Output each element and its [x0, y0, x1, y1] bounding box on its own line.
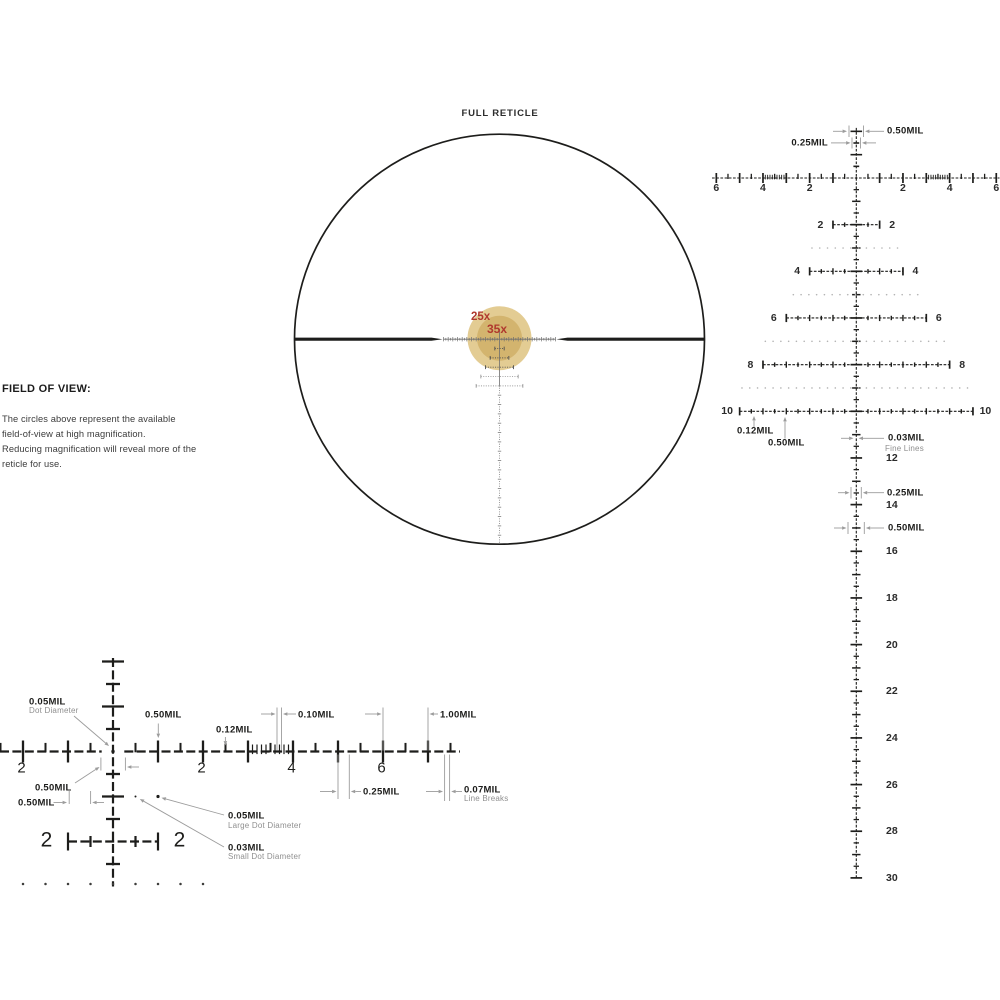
mil-number: 2: [900, 181, 906, 194]
mil-number: 30: [886, 871, 898, 884]
mil-annotation: 0.25MIL: [887, 486, 924, 498]
mil-number: 20: [886, 638, 898, 651]
mil-number: 28: [886, 824, 898, 837]
axis-number: 2: [17, 759, 26, 776]
mil-number: 4: [760, 181, 766, 194]
mil-annotation: 0.05MIL: [228, 810, 265, 822]
mil-number: 14: [886, 498, 898, 511]
field-of-view-line: field-of-view at high magnification.: [2, 429, 146, 439]
annotation-subtext: Large Dot Diameter: [228, 820, 302, 830]
mil-number: 10: [979, 405, 992, 418]
magnification-35x-label: 35x: [487, 322, 508, 336]
mil-number: 4: [946, 181, 953, 194]
mil-number: 12: [886, 451, 898, 464]
mil-number: 10: [721, 405, 733, 418]
mil-annotation: 0.12MIL: [737, 425, 774, 437]
axis-number: 4: [287, 759, 296, 776]
mil-number: 2: [817, 218, 824, 231]
mil-annotation: 0.25MIL: [791, 137, 828, 149]
row-number: 2: [40, 828, 53, 852]
mil-annotation: 0.50MIL: [18, 796, 55, 808]
row-number: 2: [173, 828, 186, 852]
mil-number: 6: [713, 181, 720, 194]
mil-number: 26: [886, 778, 898, 791]
mil-annotation: 0.50MIL: [35, 781, 72, 793]
mil-number: 4: [794, 265, 801, 278]
mil-number: 6: [770, 311, 777, 324]
mil-number: 6: [993, 181, 1000, 194]
mil-number: 2: [806, 181, 813, 194]
mil-number: 8: [747, 358, 754, 371]
mil-annotation: 0.50MIL: [887, 125, 924, 137]
field-of-view-line: The circles above represent the availabl…: [2, 414, 176, 424]
mil-annotation: 0.05MIL: [29, 695, 66, 707]
mil-annotation: 0.50MIL: [145, 709, 182, 721]
axis-number: 2: [197, 759, 206, 776]
mil-number: 2: [889, 218, 896, 231]
mil-annotation: 0.03MIL: [228, 841, 265, 853]
annotation-subtext: Line Breaks: [464, 794, 509, 803]
page-title: FULL RETICLE: [461, 108, 539, 119]
annotation-subtext: Fine Lines: [885, 443, 924, 453]
mil-annotation: 0.10MIL: [298, 708, 335, 720]
annotation-subtext: Small Dot Diameter: [228, 852, 301, 861]
field-of-view-line: Reducing magnification will reveal more …: [2, 444, 197, 454]
magnification-25x-label: 25x: [471, 311, 491, 323]
annotation-subtext: Dot Diameter: [29, 706, 79, 715]
mil-annotation: 1.00MIL: [440, 708, 477, 720]
mil-number: 18: [886, 591, 898, 604]
mil-annotation: 0.25MIL: [363, 785, 400, 797]
mil-annotation: 0.03MIL: [888, 431, 925, 443]
mil-number: 6: [935, 311, 942, 324]
mil-annotation: 0.50MIL: [768, 437, 805, 449]
mil-number: 16: [886, 545, 898, 558]
mil-number: 22: [886, 685, 898, 697]
mil-number: 4: [912, 265, 919, 278]
mil-number: 8: [959, 358, 966, 371]
mil-annotation: 0.07MIL: [464, 783, 501, 795]
mil-annotation: 0.50MIL: [888, 522, 925, 534]
mil-annotation: 0.12MIL: [216, 723, 253, 735]
field-of-view-line: reticle for use.: [2, 459, 62, 469]
field-of-view-heading: FIELD OF VIEW:: [2, 383, 91, 395]
axis-number: 6: [377, 759, 386, 776]
mil-number: 24: [886, 731, 898, 744]
